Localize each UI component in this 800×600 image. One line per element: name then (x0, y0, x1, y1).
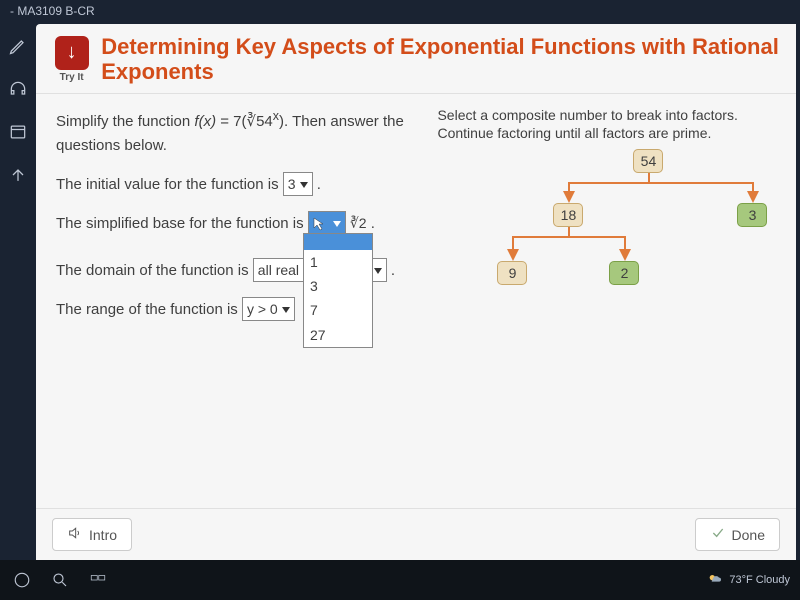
done-label: Done (732, 527, 765, 543)
prompt-pre: Simplify the function (56, 113, 194, 130)
left-column: Simplify the function f(x) = 7(∛54x). Th… (56, 106, 411, 364)
tryit-icon: ↓ (55, 36, 89, 70)
base-option-1[interactable]: 3 (304, 274, 372, 298)
tree-node-2[interactable]: 2 (609, 261, 639, 285)
done-button[interactable]: Done (695, 518, 780, 551)
factor-tree: 54 18 3 9 2 (437, 143, 776, 363)
intro-button[interactable]: Intro (52, 518, 132, 551)
tree-node-9[interactable]: 9 (497, 261, 527, 285)
initial-value-select[interactable]: 3 (283, 172, 313, 196)
pencil-icon[interactable] (8, 36, 28, 61)
headphones-icon[interactable] (8, 79, 28, 104)
fn-lhs: f(x) (194, 113, 216, 130)
base-select[interactable] (308, 211, 346, 235)
fn-eq: = 7(∛54 (216, 113, 273, 130)
arrow-up-icon[interactable] (8, 165, 28, 190)
taskview-icon[interactable] (86, 568, 110, 592)
range-select[interactable]: y > 0 (242, 297, 295, 321)
footer-bar: Intro Done (36, 508, 796, 560)
right-column: Select a composite number to break into … (437, 106, 776, 364)
factor-instruction: Select a composite number to break into … (437, 106, 776, 144)
base-dropdown-list[interactable]: 1 3 7 27 (303, 233, 373, 349)
window-title: - MA3109 B-CR (0, 0, 800, 24)
tryit-label: Try It (60, 72, 84, 83)
tree-node-18[interactable]: 18 (553, 203, 583, 227)
check-icon (710, 525, 726, 544)
start-icon[interactable] (10, 568, 34, 592)
taskbar-left (10, 568, 110, 592)
left-tool-strip (0, 24, 36, 564)
search-icon[interactable] (48, 568, 72, 592)
base-option-0[interactable]: 1 (304, 250, 372, 274)
base-option-2[interactable]: 7 (304, 298, 372, 322)
tryit-block[interactable]: ↓ Try It (52, 36, 91, 83)
taskbar[interactable]: 73°F Cloudy (0, 560, 800, 600)
line-base: The simplified base for the function is … (56, 211, 411, 236)
line-base-pre: The simplified base for the function is (56, 215, 304, 232)
base-suffix: ∛2 (350, 215, 367, 231)
page-title: Determining Key Aspects of Exponential F… (101, 34, 780, 85)
app-window: ↓ Try It Determining Key Aspects of Expo… (36, 24, 796, 560)
prompt-text: Simplify the function f(x) = 7(∛54x). Th… (56, 106, 411, 158)
speaker-icon (67, 525, 83, 544)
tree-node-3[interactable]: 3 (737, 203, 767, 227)
cursor-icon (313, 217, 325, 231)
taskbar-right: 73°F Cloudy (707, 571, 790, 590)
line-domain-pre: The domain of the function is (56, 262, 249, 279)
window-icon[interactable] (8, 122, 28, 147)
header-bar: ↓ Try It Determining Key Aspects of Expo… (36, 24, 796, 94)
line-initial-pre: The initial value for the function is (56, 176, 279, 193)
base-option-blank[interactable] (304, 234, 372, 250)
line-initial: The initial value for the function is 3 … (56, 172, 411, 197)
tree-node-54[interactable]: 54 (633, 149, 663, 173)
weather-text[interactable]: 73°F Cloudy (729, 574, 790, 586)
line-range-pre: The range of the function is (56, 301, 238, 318)
weather-icon[interactable] (707, 571, 723, 590)
base-option-3[interactable]: 27 (304, 323, 372, 347)
content-area: Simplify the function f(x) = 7(∛54x). Th… (36, 94, 796, 376)
factor-tree-edges (437, 143, 776, 363)
intro-label: Intro (89, 527, 117, 543)
